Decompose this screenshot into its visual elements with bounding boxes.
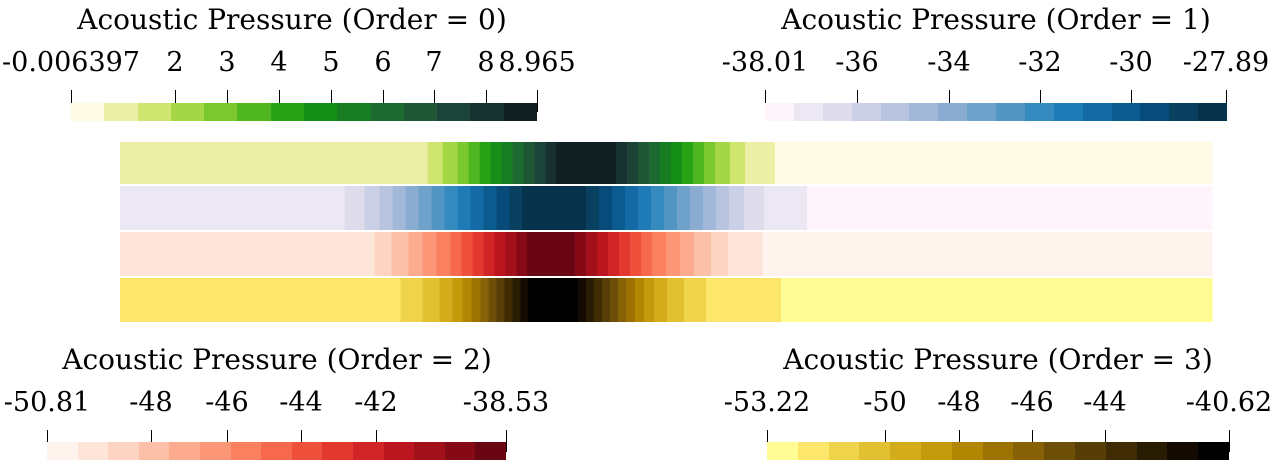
colorbar-swatch	[1106, 442, 1137, 460]
tick-label: -50	[863, 388, 906, 418]
colorbar-swatch	[1075, 442, 1106, 460]
colorbar-swatch	[1044, 442, 1075, 460]
colorbar-swatch	[890, 442, 921, 460]
legend-title: Acoustic Pressure (Order = 3)	[783, 344, 1213, 376]
colorbar-swatch	[1013, 442, 1044, 460]
tick-label: -40.62	[1186, 388, 1272, 418]
colorbar-swatch	[1137, 442, 1168, 460]
colorbar-swatch	[1198, 442, 1229, 460]
colorbar-swatch	[952, 442, 983, 460]
tick-mark	[1229, 430, 1230, 452]
colorbar	[767, 442, 1229, 460]
colorbar-swatch	[983, 442, 1014, 460]
colorbar-swatch	[859, 442, 890, 460]
colorbar-swatch	[1167, 442, 1198, 460]
colorbar-swatch	[921, 442, 952, 460]
colorbar-swatch	[767, 442, 798, 460]
tick-label: -53.22	[724, 388, 810, 418]
colorbar-swatch	[829, 442, 860, 460]
colorbar-swatch	[798, 442, 829, 460]
tick-label: -44	[1083, 388, 1126, 418]
tick-label: -48	[937, 388, 980, 418]
tick-label: -46	[1010, 388, 1053, 418]
